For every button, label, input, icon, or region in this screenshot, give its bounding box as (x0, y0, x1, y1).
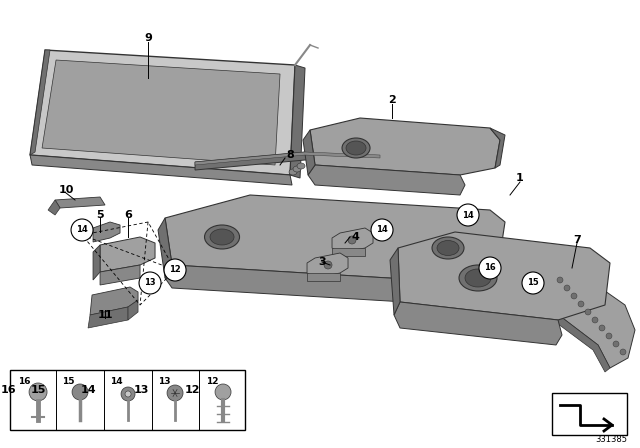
Bar (552, 393, 627, 435)
Polygon shape (48, 200, 60, 215)
Polygon shape (394, 302, 562, 345)
Circle shape (121, 387, 135, 401)
Circle shape (167, 385, 183, 401)
Polygon shape (55, 197, 105, 208)
Ellipse shape (465, 269, 491, 287)
Ellipse shape (297, 163, 305, 169)
Circle shape (571, 293, 577, 299)
Polygon shape (390, 248, 400, 315)
Text: 16: 16 (0, 385, 16, 395)
Text: 16: 16 (18, 378, 31, 387)
Circle shape (613, 341, 619, 347)
Polygon shape (310, 118, 500, 175)
Polygon shape (42, 60, 280, 165)
Circle shape (348, 236, 356, 244)
Text: 10: 10 (58, 185, 74, 195)
Polygon shape (546, 310, 610, 372)
Text: 11: 11 (97, 310, 113, 320)
Text: 9: 9 (144, 33, 152, 43)
Polygon shape (93, 245, 100, 280)
Polygon shape (552, 270, 635, 368)
Text: 5: 5 (96, 210, 104, 220)
Polygon shape (128, 300, 138, 320)
Text: 15: 15 (30, 385, 45, 395)
Text: 14: 14 (376, 225, 388, 234)
Circle shape (620, 349, 626, 355)
Polygon shape (100, 265, 140, 285)
Ellipse shape (205, 225, 239, 249)
Circle shape (215, 384, 231, 400)
Ellipse shape (459, 265, 497, 291)
Polygon shape (303, 130, 315, 175)
Circle shape (29, 383, 47, 401)
Bar (10, 370, 245, 430)
Text: 12: 12 (169, 266, 181, 275)
Text: 1: 1 (516, 173, 524, 183)
Text: 331385: 331385 (595, 435, 627, 444)
Ellipse shape (210, 229, 234, 245)
Ellipse shape (437, 241, 459, 255)
Circle shape (324, 261, 332, 269)
Text: 3: 3 (318, 257, 326, 267)
Polygon shape (30, 155, 292, 185)
Text: 13: 13 (158, 378, 170, 387)
Polygon shape (93, 222, 120, 242)
Polygon shape (88, 307, 128, 328)
Polygon shape (398, 232, 610, 320)
Circle shape (479, 257, 501, 279)
Ellipse shape (342, 138, 370, 158)
Circle shape (606, 333, 612, 339)
Text: 7: 7 (573, 235, 581, 245)
Polygon shape (30, 50, 50, 155)
Polygon shape (158, 218, 172, 278)
Polygon shape (490, 128, 505, 168)
Polygon shape (332, 248, 365, 256)
Text: 12: 12 (184, 385, 200, 395)
Polygon shape (195, 152, 380, 165)
Polygon shape (90, 287, 138, 315)
Circle shape (564, 285, 570, 291)
Text: 14: 14 (110, 378, 123, 387)
Text: 12: 12 (206, 378, 218, 387)
Text: 16: 16 (484, 263, 496, 272)
Text: 14: 14 (80, 385, 96, 395)
Text: 8: 8 (286, 150, 294, 160)
Text: 14: 14 (462, 211, 474, 220)
Text: 4: 4 (351, 232, 359, 242)
Circle shape (599, 325, 605, 331)
Circle shape (371, 219, 393, 241)
Circle shape (585, 309, 591, 315)
Text: 15: 15 (527, 279, 539, 288)
Circle shape (164, 259, 186, 281)
Ellipse shape (346, 141, 366, 155)
Polygon shape (165, 265, 460, 305)
Polygon shape (332, 228, 373, 253)
Text: 14: 14 (76, 225, 88, 234)
Text: 13: 13 (144, 279, 156, 288)
Circle shape (592, 317, 598, 323)
Text: 6: 6 (124, 210, 132, 220)
Text: 2: 2 (388, 95, 396, 105)
Circle shape (557, 277, 563, 283)
Polygon shape (308, 165, 465, 195)
Polygon shape (195, 152, 380, 170)
Polygon shape (290, 65, 305, 178)
Circle shape (71, 219, 93, 241)
Circle shape (522, 272, 544, 294)
Ellipse shape (432, 237, 464, 259)
Circle shape (578, 301, 584, 307)
Ellipse shape (289, 169, 297, 175)
Circle shape (125, 391, 131, 397)
Ellipse shape (293, 166, 301, 172)
Polygon shape (100, 237, 155, 272)
Text: 13: 13 (133, 385, 148, 395)
Polygon shape (307, 273, 340, 281)
Polygon shape (165, 195, 505, 282)
Circle shape (72, 384, 88, 400)
Circle shape (457, 204, 479, 226)
Text: 15: 15 (62, 378, 74, 387)
Polygon shape (307, 253, 348, 278)
Polygon shape (30, 50, 295, 175)
Circle shape (139, 272, 161, 294)
